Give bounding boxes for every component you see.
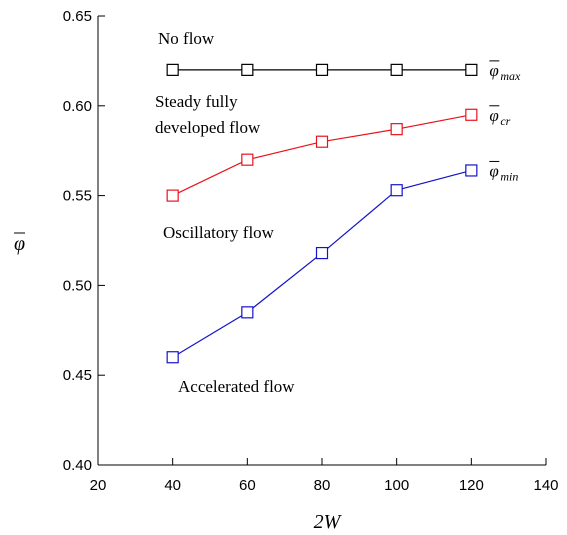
- series-0-marker-3: [390, 63, 403, 76]
- series-1-marker-3: [390, 123, 403, 136]
- x-tick-label-1: 40: [164, 477, 181, 494]
- annotation-0-line-0: No flow: [158, 29, 215, 48]
- series-1-marker-4: [465, 108, 478, 121]
- series-label-2: φ: [489, 161, 498, 180]
- series-0-marker-4: [465, 63, 478, 76]
- series-line-2: [172, 169, 472, 358]
- series-0-marker-1: [241, 63, 254, 76]
- series-1-marker-1: [241, 153, 254, 166]
- series-label-sub-1: cr: [500, 114, 510, 128]
- series-2-marker-0: [166, 351, 179, 364]
- x-tick-label-5: 120: [459, 477, 484, 494]
- x-tick-label-3: 80: [314, 477, 331, 494]
- annotation-3-line-0: Accelerated flow: [178, 377, 295, 396]
- series-1-marker-2: [315, 135, 329, 148]
- x-tick-label-0: 20: [90, 477, 107, 494]
- series-2-marker-3: [390, 184, 403, 197]
- y-tick-label-2: 0.50: [63, 277, 92, 294]
- series-2-marker-1: [241, 306, 254, 319]
- annotation-2-line-0: Oscillatory flow: [163, 223, 275, 242]
- series-label-0: φ: [489, 61, 498, 80]
- series-2-marker-4: [465, 164, 478, 177]
- series-group: [166, 63, 478, 364]
- series-label-sub-0: max: [500, 69, 521, 83]
- y-axis-title: φ: [14, 233, 25, 255]
- series-0-marker-2: [315, 63, 329, 76]
- x-axis-title: 2W: [314, 511, 343, 533]
- x-tick-label-4: 100: [384, 477, 409, 494]
- x-tick-label-2: 60: [239, 477, 256, 494]
- y-tick-label-3: 0.55: [63, 188, 92, 205]
- ticks: 20 40 60 80 100 120 140 0.40 0.45 0.50 0.55 0.60 0.6…: [63, 8, 559, 494]
- series-0-marker-0: [166, 63, 179, 76]
- y-tick-label-4: 0.60: [63, 98, 92, 115]
- series-label-1: φ: [489, 106, 498, 125]
- annotation-1-line-1: developed flow: [155, 118, 261, 137]
- annotation-1-line-0: Steady fully: [155, 92, 238, 111]
- series-1-marker-0: [166, 189, 179, 202]
- series-2-marker-2: [315, 246, 329, 260]
- y-tick-label-5: 0.65: [63, 8, 92, 25]
- y-tick-label-0: 0.40: [63, 457, 92, 474]
- y-tick-label-1: 0.45: [63, 367, 92, 384]
- series-label-sub-2: min: [500, 169, 518, 183]
- x-tick-label-6: 140: [533, 477, 558, 494]
